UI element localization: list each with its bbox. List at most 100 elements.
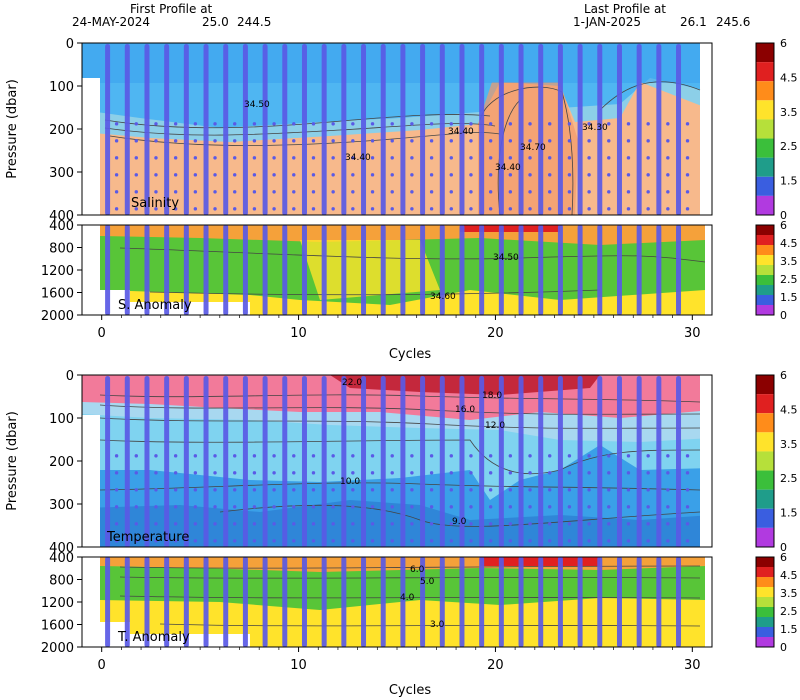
colorbar-swatch bbox=[756, 138, 774, 158]
salinity-contour-2 bbox=[104, 123, 496, 136]
sample-dot bbox=[114, 173, 119, 177]
sample-dot bbox=[233, 173, 237, 177]
sample-dot bbox=[213, 207, 217, 211]
sample-dot bbox=[646, 488, 650, 492]
sample-dot bbox=[666, 122, 670, 126]
sample-dot bbox=[488, 471, 493, 475]
contour-label: 3.0 bbox=[430, 620, 445, 630]
sample-dot bbox=[252, 505, 257, 509]
sample-dot bbox=[173, 122, 178, 126]
sample-dot bbox=[370, 173, 375, 177]
sample-dot bbox=[567, 454, 572, 458]
sample-dot bbox=[429, 488, 434, 492]
x-tick-label: 0 bbox=[98, 326, 106, 341]
sample-dot bbox=[685, 505, 690, 509]
sample-dot bbox=[213, 522, 217, 526]
sample-dot bbox=[685, 522, 690, 526]
sample-dot bbox=[508, 122, 513, 126]
sample-dot bbox=[449, 139, 453, 143]
sample-dot bbox=[351, 139, 355, 143]
sample-dot bbox=[331, 139, 335, 143]
sample-dot bbox=[508, 190, 513, 194]
sample-dot bbox=[351, 471, 355, 475]
y-tick-label: 300 bbox=[49, 166, 74, 181]
sample-dot bbox=[449, 122, 453, 126]
sample-dot bbox=[587, 539, 591, 543]
salinity-contour-labels: 34.50 34.40 34.40 34.40 34.70 34.30 bbox=[244, 100, 608, 173]
sample-dot bbox=[449, 539, 453, 543]
sample-dot bbox=[508, 454, 513, 458]
sample-dot bbox=[154, 522, 158, 526]
sa-x-ticks: 0 10 20 30 bbox=[98, 315, 701, 341]
colorbar-swatch bbox=[756, 432, 774, 452]
sample-dot bbox=[154, 122, 158, 126]
sample-dot bbox=[626, 505, 631, 509]
y-tick-label: 200 bbox=[49, 455, 74, 470]
sample-dot bbox=[449, 156, 453, 160]
temp-contour-3 bbox=[99, 417, 701, 429]
y-tick-label: 100 bbox=[49, 80, 74, 95]
colorbar-label: 4.5 bbox=[780, 403, 798, 416]
sample-dot bbox=[311, 156, 316, 160]
y-tick-label: 400 bbox=[49, 219, 74, 234]
contour-label: 22.0 bbox=[342, 378, 362, 388]
colorbar-frame bbox=[755, 374, 775, 548]
sample-dot bbox=[429, 190, 434, 194]
colorbar-label: 0 bbox=[780, 641, 787, 654]
sample-dot bbox=[193, 139, 198, 143]
y-tick-label: 0 bbox=[66, 369, 74, 384]
sample-dot bbox=[449, 522, 453, 526]
colorbar-swatch bbox=[756, 617, 774, 627]
ta-x-ticks: 0 10 20 30 bbox=[98, 647, 701, 673]
colorbar-swatch bbox=[756, 275, 774, 285]
sample-dot bbox=[410, 139, 414, 143]
sample-dot bbox=[390, 522, 394, 526]
sample-dot bbox=[607, 522, 611, 526]
sample-dot bbox=[370, 505, 375, 509]
sample-dot bbox=[626, 539, 631, 543]
colorbar-swatch bbox=[756, 637, 774, 647]
colorbar-swatch bbox=[756, 394, 774, 414]
sample-dot bbox=[449, 173, 453, 177]
sample-dot bbox=[410, 122, 414, 126]
ta-y-ticks: 400 800 1200 1600 2000 bbox=[41, 551, 82, 656]
sample-dot bbox=[685, 207, 690, 211]
sample-dot bbox=[528, 505, 532, 509]
salinity-contour-3 bbox=[109, 132, 501, 146]
sample-dot bbox=[607, 156, 611, 160]
sample-dot bbox=[626, 207, 631, 211]
sample-dot bbox=[154, 173, 158, 177]
salinity-y-axis-label: Pressure (dbar) bbox=[5, 79, 20, 179]
sample-dot bbox=[685, 122, 690, 126]
colorbar-label: 0 bbox=[780, 309, 787, 322]
colorbar-label: 1.5 bbox=[780, 291, 798, 304]
sample-dot bbox=[528, 173, 532, 177]
sample-dot bbox=[548, 488, 552, 492]
sample-dot bbox=[607, 488, 611, 492]
sample-dot bbox=[685, 139, 690, 143]
sample-dot bbox=[311, 190, 316, 194]
sample-dot bbox=[370, 156, 375, 160]
sample-dot bbox=[351, 522, 355, 526]
sample-dot bbox=[272, 207, 276, 211]
sample-dot bbox=[173, 173, 178, 177]
y-tick-label: 400 bbox=[49, 551, 74, 566]
sample-dot bbox=[469, 190, 473, 194]
sample-dot bbox=[646, 522, 650, 526]
colorbar-label: 3.5 bbox=[780, 587, 798, 600]
sample-dot bbox=[429, 454, 434, 458]
sample-dot bbox=[685, 173, 690, 177]
sample-dot bbox=[331, 488, 335, 492]
last-profile-label: Last Profile at bbox=[584, 2, 666, 16]
colorbar-swatch bbox=[756, 245, 774, 255]
sample-dot bbox=[548, 207, 552, 211]
sample-dot bbox=[607, 173, 611, 177]
sample-dot bbox=[193, 156, 198, 160]
sample-dot bbox=[429, 505, 434, 509]
sample-dot bbox=[134, 122, 138, 126]
sample-dot bbox=[685, 471, 690, 475]
colorbar-swatch bbox=[756, 587, 774, 597]
sample-dot bbox=[587, 207, 591, 211]
sample-dot bbox=[626, 190, 631, 194]
